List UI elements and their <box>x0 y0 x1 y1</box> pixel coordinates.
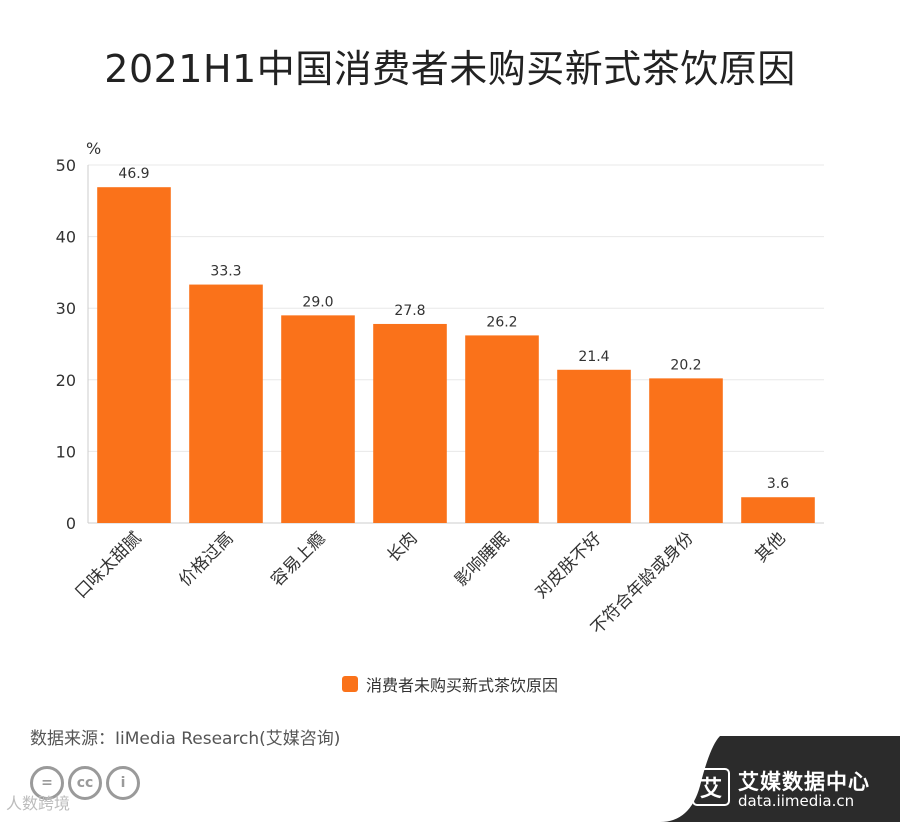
y-tick-label: 0 <box>66 514 76 533</box>
data-source: 数据来源：IiMedia Research(艾媒咨询) <box>30 729 341 749</box>
x-tick-label: 影响睡眠 <box>451 528 513 590</box>
brand-url: data.iimedia.cn <box>738 792 855 810</box>
y-tick-label: 10 <box>56 442 76 461</box>
brand-name: 艾媒数据中心 <box>738 770 870 794</box>
bar <box>741 497 815 523</box>
brand-logo: 艾 <box>692 768 730 806</box>
data-label: 27.8 <box>394 303 425 319</box>
y-tick-label: 20 <box>56 371 76 390</box>
bar <box>373 323 447 523</box>
x-tick-label: 价格过高 <box>175 528 237 590</box>
data-label: 33.3 <box>210 264 241 280</box>
bar <box>557 369 631 523</box>
data-label: 21.4 <box>578 349 609 365</box>
legend-swatch <box>341 676 358 692</box>
watermark: 人数跨境 <box>6 794 71 813</box>
x-tick-label: 不符合年龄或身份 <box>587 528 697 638</box>
y-tick-label: 40 <box>56 228 76 247</box>
data-label: 26.2 <box>486 314 517 330</box>
bar <box>465 335 539 523</box>
data-label: 29.0 <box>302 294 333 310</box>
x-tick-label: 长肉 <box>383 528 421 566</box>
bar-chart: 0 10 20 30 40 50% 46.9 口味太甜腻 33.3 价格过高 29.0 容易上瘾 27.… <box>56 139 824 639</box>
legend: 消费者未购买新式茶饮原因 <box>0 672 900 696</box>
person-icon: i <box>106 766 140 800</box>
y-tick-label: 50 <box>56 156 76 175</box>
brand-band <box>660 736 900 822</box>
bar <box>97 187 171 524</box>
cc-icon: cc <box>68 766 102 800</box>
chart-title: 2021H1中国消费者未购买新式茶饮原因 <box>104 47 796 91</box>
license-icons: = cc i <box>30 766 140 800</box>
y-axis-label: % <box>86 139 101 158</box>
data-label: 20.2 <box>670 357 701 373</box>
equal-icon: = <box>30 766 64 800</box>
bar <box>189 284 263 523</box>
data-label: 3.6 <box>767 476 789 492</box>
bar <box>649 378 723 523</box>
x-tick-label: 对皮肤不好 <box>531 528 605 602</box>
bar <box>281 315 355 523</box>
brand: 艾 艾媒数据中心 data.iimedia.cn <box>692 766 882 816</box>
x-tick-label: 容易上瘾 <box>267 528 329 590</box>
data-label: 46.9 <box>118 166 149 182</box>
legend-label: 消费者未购买新式茶饮原因 <box>365 676 558 695</box>
x-tick-label: 其他 <box>751 528 789 566</box>
x-tick-label: 口味太甜腻 <box>71 528 145 602</box>
y-tick-label: 30 <box>56 299 76 318</box>
